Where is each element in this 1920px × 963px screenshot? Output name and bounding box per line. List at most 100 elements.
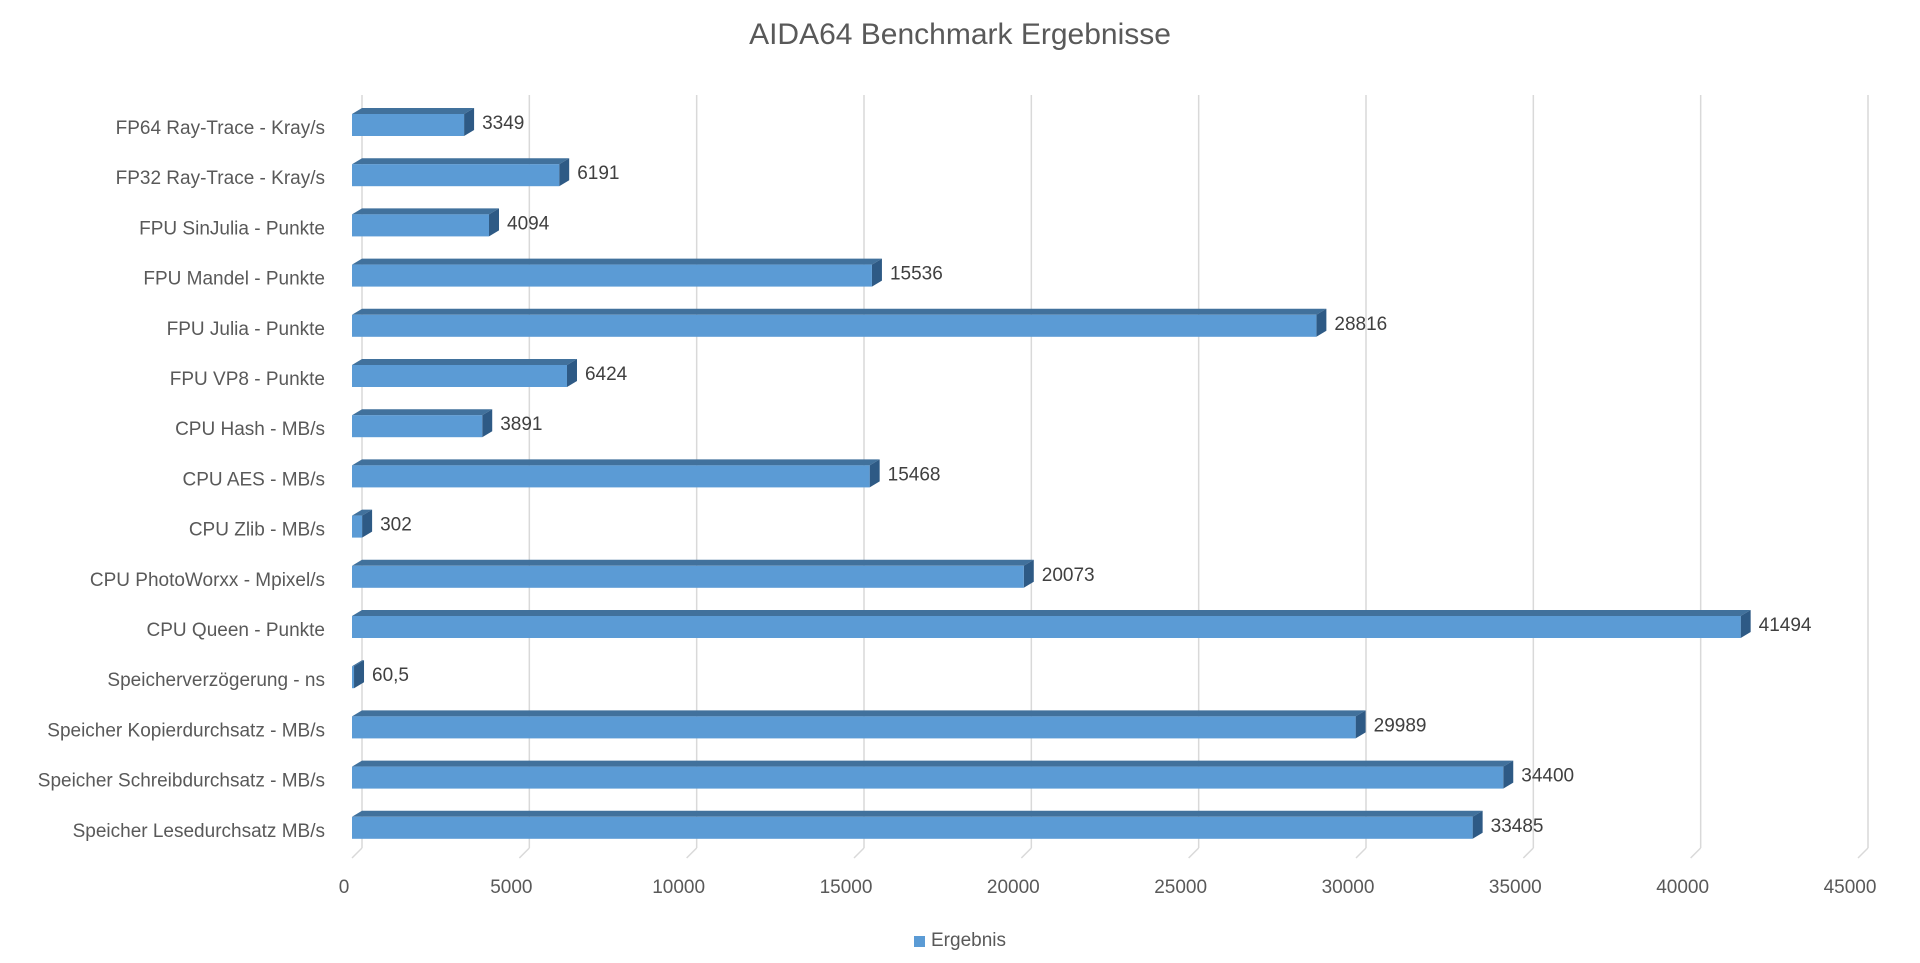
category-label: FP64 Ray-Trace - Kray/s bbox=[116, 118, 325, 139]
bar bbox=[352, 666, 355, 689]
bar-side-face bbox=[362, 509, 373, 538]
bar bbox=[352, 616, 1741, 638]
data-label: 3891 bbox=[500, 414, 542, 435]
bar bbox=[352, 465, 870, 488]
data-label: 20073 bbox=[1042, 565, 1095, 586]
floor-gridline bbox=[1690, 847, 1702, 859]
category-label: CPU Hash - MB/s bbox=[175, 419, 325, 440]
data-label: 28816 bbox=[1334, 314, 1387, 335]
bar bbox=[352, 164, 560, 187]
bar-side-face bbox=[1472, 810, 1483, 839]
x-tick-label: 0 bbox=[339, 877, 350, 898]
bar-top-face bbox=[352, 660, 365, 667]
data-label: 29989 bbox=[1374, 715, 1427, 736]
data-label: 60,5 bbox=[372, 665, 409, 686]
x-tick-label: 30000 bbox=[1322, 877, 1375, 898]
bar bbox=[352, 314, 1317, 337]
bar-top-face bbox=[352, 710, 1366, 717]
floor-gridline bbox=[1355, 847, 1367, 859]
bar bbox=[352, 716, 1356, 739]
category-label: FPU Mandel - Punkte bbox=[143, 269, 325, 290]
category-label: FPU VP8 - Punkte bbox=[170, 369, 325, 390]
bar-top-face bbox=[352, 610, 1751, 616]
category-label: CPU AES - MB/s bbox=[182, 469, 325, 490]
bar-side-face bbox=[559, 158, 570, 187]
data-label: 15536 bbox=[890, 264, 943, 285]
bar-side-face bbox=[354, 660, 365, 689]
bar bbox=[352, 515, 363, 538]
bar bbox=[352, 114, 465, 136]
bar-side-face bbox=[1316, 308, 1327, 337]
bar bbox=[352, 365, 567, 387]
data-label: 34400 bbox=[1521, 766, 1574, 787]
x-tick-label: 40000 bbox=[1656, 877, 1709, 898]
data-label: 33485 bbox=[1491, 816, 1544, 837]
bar-top-face bbox=[352, 359, 577, 365]
bar bbox=[352, 766, 1504, 789]
floor-gridline bbox=[1188, 847, 1200, 859]
bar-top-face bbox=[352, 810, 1483, 817]
category-label: Speicher Schreibdurchsatz - MB/s bbox=[38, 771, 325, 792]
bar-top-face bbox=[352, 258, 882, 265]
bar-side-face bbox=[482, 409, 493, 438]
bar-side-face bbox=[489, 208, 500, 237]
category-label: Speicher Kopierdurchsatz - MB/s bbox=[47, 720, 325, 741]
legend: Ergebnis bbox=[0, 930, 1920, 952]
x-tick-label: 10000 bbox=[652, 877, 705, 898]
bar-side-face bbox=[464, 108, 475, 136]
data-label: 4094 bbox=[507, 213, 550, 234]
data-label: 6191 bbox=[577, 163, 619, 184]
bar bbox=[352, 415, 483, 438]
chart-title: AIDA64 Benchmark Ergebnisse bbox=[749, 18, 1171, 51]
bar-top-face bbox=[352, 108, 475, 114]
bar-top-face bbox=[352, 559, 1034, 566]
bar-top-face bbox=[352, 509, 373, 516]
bar-top-face bbox=[352, 308, 1327, 315]
bar-side-face bbox=[871, 258, 882, 287]
legend-label: Ergebnis bbox=[931, 930, 1006, 951]
bar bbox=[352, 264, 872, 287]
x-tick-label: 15000 bbox=[820, 877, 873, 898]
legend-swatch bbox=[914, 935, 925, 947]
bar-top-face bbox=[352, 208, 500, 215]
x-tick-label: 25000 bbox=[1154, 877, 1207, 898]
category-label: FPU Julia - Punkte bbox=[167, 319, 325, 340]
bar-top-face bbox=[352, 158, 570, 165]
bar-side-face bbox=[1503, 760, 1514, 789]
x-tick-label: 45000 bbox=[1824, 877, 1877, 898]
floor-gridline bbox=[1857, 847, 1869, 859]
x-tick-label: 35000 bbox=[1489, 877, 1542, 898]
bar-top-face bbox=[352, 760, 1514, 767]
category-label: Speicher Lesedurchsatz MB/s bbox=[73, 821, 325, 842]
bar-side-face bbox=[1023, 559, 1034, 588]
x-tick-label: 20000 bbox=[987, 877, 1040, 898]
bar-side-face bbox=[566, 359, 577, 387]
category-label: CPU PhotoWorxx - Mpixel/s bbox=[90, 570, 325, 591]
bar bbox=[352, 816, 1473, 839]
data-label: 302 bbox=[380, 515, 412, 536]
data-label: 6424 bbox=[585, 364, 628, 385]
floor-gridline bbox=[1522, 847, 1534, 859]
bar bbox=[352, 565, 1024, 588]
bar-side-face bbox=[869, 459, 880, 488]
bar bbox=[352, 214, 490, 237]
floor-gridline bbox=[351, 847, 363, 859]
floor-gridline bbox=[518, 847, 530, 859]
bar-side-face bbox=[1355, 710, 1366, 739]
category-label: Speicherverzögerung - ns bbox=[107, 670, 325, 691]
category-label: CPU Zlib - MB/s bbox=[189, 520, 325, 541]
data-label: 15468 bbox=[888, 464, 941, 485]
floor-gridline bbox=[1020, 847, 1032, 859]
floor-gridline bbox=[686, 847, 698, 859]
category-label: FPU SinJulia - Punkte bbox=[139, 218, 325, 239]
bar-top-face bbox=[352, 409, 493, 416]
bar-side-face bbox=[1740, 610, 1751, 638]
floor-gridline bbox=[853, 847, 865, 859]
category-label: CPU Queen - Punkte bbox=[147, 620, 325, 641]
data-label: 41494 bbox=[1759, 615, 1812, 636]
data-label: 3349 bbox=[482, 113, 524, 134]
x-tick-label: 5000 bbox=[490, 877, 532, 898]
category-label: FP32 Ray-Trace - Kray/s bbox=[116, 168, 325, 189]
